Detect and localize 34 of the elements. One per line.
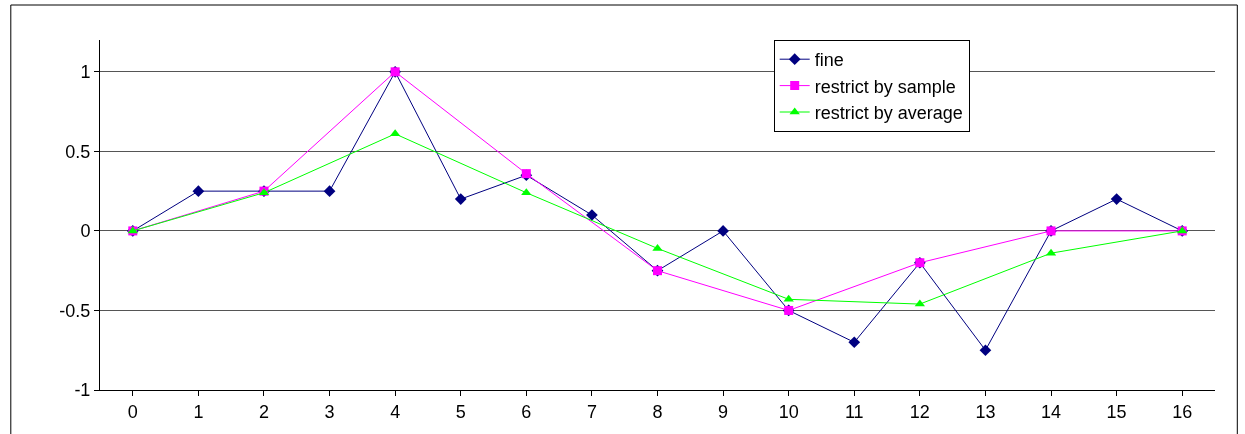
y-tick-label: -0.5 (59, 300, 91, 321)
x-tick-label: 8 (652, 401, 663, 422)
x-tick-label: 9 (718, 401, 729, 422)
x-tick-label: 7 (586, 401, 597, 422)
point (454, 193, 467, 205)
x-tick-label: 4 (390, 401, 401, 422)
x-tick-label: 16 (1172, 401, 1193, 422)
x-tick-label: 14 (1041, 401, 1062, 422)
x-tick-label: 1 (193, 401, 204, 422)
y-tick-label: -1 (74, 380, 91, 401)
point (783, 294, 794, 302)
y-tick-label: 1 (80, 62, 91, 83)
point (192, 185, 205, 197)
x-tick-label: 10 (778, 401, 799, 422)
x-tick-label: 12 (909, 401, 930, 422)
x-tick-label: 13 (975, 401, 996, 422)
x-tick-label: 5 (455, 401, 466, 422)
legend-label: restrict by average (814, 103, 963, 124)
x-tick-label: 6 (521, 401, 532, 422)
x-tick-label: 0 (127, 401, 138, 422)
x-tick-label: 11 (844, 401, 864, 422)
point (717, 225, 729, 237)
point (979, 344, 992, 357)
point (323, 185, 336, 197)
y-tick-label: 0.5 (65, 141, 91, 162)
legend-label: fine (814, 50, 844, 71)
point (848, 336, 861, 349)
x-tick-label: 15 (1106, 401, 1127, 422)
point (1110, 193, 1123, 205)
legend-label: restrict by sample (814, 76, 956, 97)
point (652, 243, 663, 251)
y-tick-label: 0 (80, 221, 91, 242)
x-tick-label: 2 (258, 401, 269, 422)
x-tick-label: 3 (324, 401, 335, 422)
